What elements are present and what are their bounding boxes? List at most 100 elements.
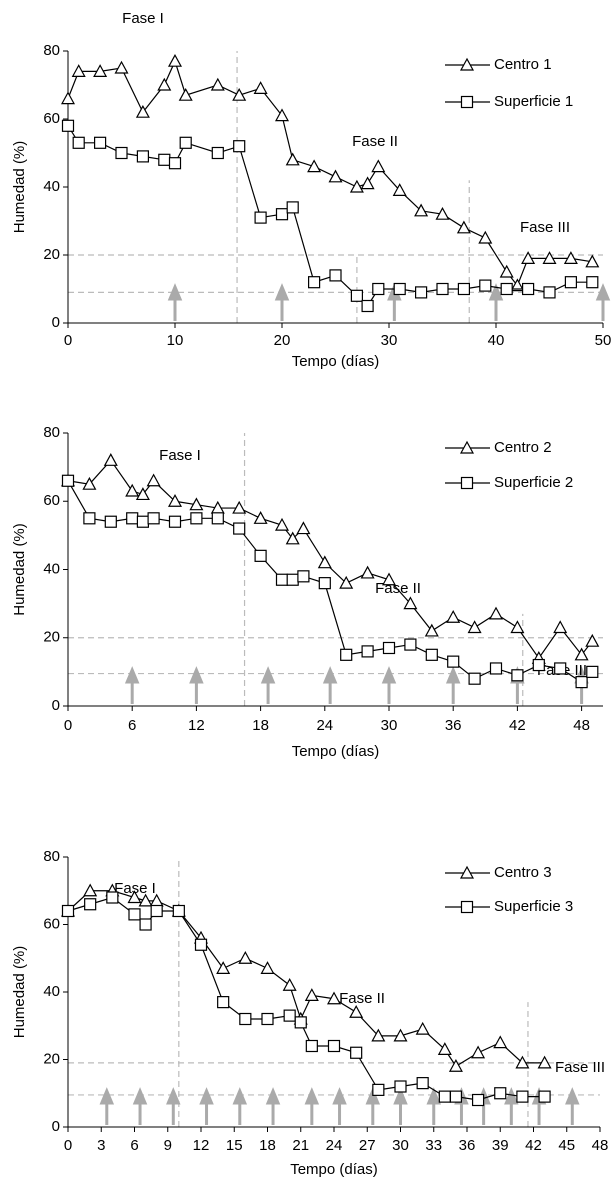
point [83, 512, 96, 525]
turning-arrow [595, 283, 611, 321]
point [425, 648, 438, 661]
point [254, 549, 267, 562]
x-tick-label: 18 [259, 1137, 276, 1154]
point [239, 1012, 252, 1026]
turning-arrow [132, 1087, 148, 1125]
x-tick-label: 30 [392, 1137, 409, 1154]
point [254, 211, 267, 224]
point [350, 289, 363, 302]
point [285, 152, 300, 166]
point [436, 282, 449, 296]
point [261, 1012, 274, 1026]
point [404, 638, 417, 651]
point [516, 1090, 529, 1103]
x-tick-label: 9 [164, 1137, 172, 1154]
legend-label: Superficie 3 [494, 898, 573, 915]
x-tick-label: 21 [292, 1137, 309, 1154]
point [521, 282, 535, 296]
turning-arrow [426, 1087, 441, 1125]
point [447, 655, 460, 668]
point [574, 647, 589, 661]
turning-arrow [265, 1087, 281, 1125]
point [360, 176, 375, 190]
point [538, 1090, 551, 1103]
turning-arrow [365, 1087, 381, 1125]
point [232, 500, 247, 514]
y-tick-label: 80 [43, 42, 60, 59]
point [449, 1090, 463, 1103]
legend-marker [459, 440, 475, 454]
point [83, 883, 98, 897]
point [493, 1035, 508, 1049]
point [446, 610, 461, 623]
point [403, 596, 418, 610]
point [448, 1058, 463, 1072]
point [361, 299, 374, 313]
y-tick-label: 0 [52, 697, 60, 714]
turning-arrow [124, 666, 140, 704]
legend-marker [459, 865, 475, 879]
turning-arrow [274, 283, 290, 321]
point [260, 961, 275, 974]
legend-marker [460, 900, 474, 914]
point [178, 87, 193, 101]
x-tick-label: 3 [97, 1137, 105, 1154]
point [126, 512, 139, 525]
y-tick-label: 40 [43, 560, 60, 577]
x-tick-label: 15 [226, 1137, 243, 1154]
point [104, 515, 117, 528]
point [382, 641, 396, 655]
phase-label: Fase I [122, 10, 164, 27]
point [274, 108, 290, 122]
point [93, 64, 108, 78]
point [394, 1080, 407, 1093]
turning-arrow [167, 283, 183, 321]
point [468, 672, 481, 685]
point [157, 77, 172, 91]
turning-arrow [565, 1087, 580, 1125]
phase-label: Fase III [520, 219, 570, 236]
point [60, 91, 76, 105]
point [543, 286, 556, 299]
point [146, 473, 161, 487]
x-tick-label: 36 [459, 1137, 476, 1154]
point [360, 565, 375, 579]
phase-label: Fase III [555, 1059, 605, 1076]
point [510, 278, 525, 292]
phase-label: Fase I [159, 447, 201, 464]
point [542, 251, 557, 264]
x-tick-label: 40 [488, 332, 505, 349]
point [318, 577, 331, 590]
point [294, 1016, 307, 1029]
point [500, 282, 513, 296]
x-tick-label: 18 [252, 717, 269, 734]
point [172, 904, 185, 918]
point [415, 286, 428, 299]
point [158, 153, 171, 166]
point [563, 251, 578, 264]
point [372, 282, 385, 296]
point [194, 938, 208, 951]
legend-marker [460, 476, 474, 490]
series-line [67, 125, 593, 307]
y-axis-label: Humedad (%) [11, 523, 28, 616]
x-tick-label: 39 [492, 1137, 509, 1154]
point [456, 220, 471, 234]
point [61, 474, 75, 487]
point [297, 570, 310, 583]
turning-arrow [381, 666, 397, 704]
point [499, 264, 514, 278]
x-axis-label: Tempo (días) [290, 1161, 378, 1178]
turning-arrow [232, 1087, 248, 1125]
x-tick-label: 0 [64, 717, 72, 734]
x-tick-label: 50 [595, 332, 612, 349]
point [233, 140, 246, 153]
point [147, 512, 160, 525]
series-line [67, 459, 593, 660]
point [489, 662, 503, 675]
point [232, 87, 247, 101]
turning-arrow [322, 666, 338, 704]
point [392, 183, 407, 196]
x-tick-label: 20 [274, 332, 291, 349]
